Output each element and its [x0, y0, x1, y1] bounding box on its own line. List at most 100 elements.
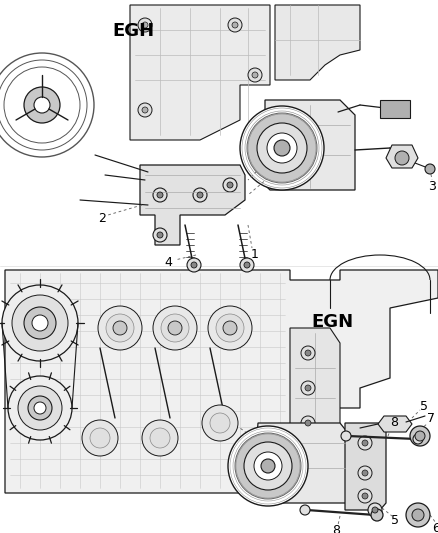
Circle shape: [305, 420, 311, 426]
Circle shape: [301, 346, 315, 360]
Polygon shape: [265, 100, 355, 190]
Circle shape: [168, 321, 182, 335]
Circle shape: [138, 103, 152, 117]
Circle shape: [227, 182, 233, 188]
Polygon shape: [290, 328, 340, 453]
Circle shape: [153, 306, 197, 350]
Circle shape: [24, 87, 60, 123]
Polygon shape: [252, 423, 348, 503]
Circle shape: [362, 493, 368, 499]
Text: 2: 2: [98, 212, 106, 224]
Circle shape: [247, 113, 317, 183]
Circle shape: [142, 107, 148, 113]
Polygon shape: [0, 268, 438, 533]
Polygon shape: [5, 2, 438, 260]
Circle shape: [415, 431, 425, 441]
Polygon shape: [345, 423, 386, 510]
Circle shape: [274, 140, 290, 156]
Text: 1: 1: [251, 247, 259, 261]
Circle shape: [305, 350, 311, 356]
Text: EGH: EGH: [113, 22, 155, 40]
Circle shape: [18, 386, 62, 430]
Circle shape: [305, 385, 311, 391]
Circle shape: [252, 72, 258, 78]
Circle shape: [157, 192, 163, 198]
Circle shape: [157, 232, 163, 238]
Circle shape: [240, 258, 254, 272]
Circle shape: [113, 321, 127, 335]
Circle shape: [368, 503, 382, 517]
Circle shape: [261, 459, 275, 473]
Circle shape: [362, 440, 368, 446]
Circle shape: [106, 314, 134, 342]
Circle shape: [412, 509, 424, 521]
Circle shape: [142, 22, 148, 28]
Circle shape: [248, 68, 262, 82]
Circle shape: [244, 262, 250, 268]
Text: 8: 8: [332, 523, 340, 533]
Polygon shape: [140, 165, 245, 245]
Circle shape: [341, 431, 351, 441]
Circle shape: [161, 314, 189, 342]
Circle shape: [425, 164, 435, 174]
Circle shape: [8, 376, 72, 440]
Circle shape: [24, 307, 56, 339]
Polygon shape: [130, 5, 270, 140]
Polygon shape: [5, 270, 438, 493]
Polygon shape: [386, 145, 418, 168]
Circle shape: [150, 428, 170, 448]
Text: 4: 4: [164, 256, 172, 270]
Circle shape: [202, 405, 238, 441]
Circle shape: [228, 18, 242, 32]
Text: EGN: EGN: [312, 313, 354, 332]
Circle shape: [301, 416, 315, 430]
Text: 5: 5: [420, 400, 428, 413]
Circle shape: [254, 452, 282, 480]
Circle shape: [28, 396, 52, 420]
Circle shape: [371, 509, 383, 521]
Circle shape: [358, 466, 372, 480]
Circle shape: [142, 420, 178, 456]
Circle shape: [34, 97, 50, 113]
Circle shape: [32, 315, 48, 331]
Circle shape: [210, 413, 230, 433]
Circle shape: [358, 489, 372, 503]
Circle shape: [410, 426, 430, 446]
Circle shape: [257, 123, 307, 173]
Circle shape: [244, 442, 292, 490]
Text: 3: 3: [428, 181, 436, 193]
Polygon shape: [275, 5, 360, 80]
Text: 8: 8: [390, 416, 398, 429]
Circle shape: [98, 306, 142, 350]
Circle shape: [12, 295, 68, 351]
Polygon shape: [380, 100, 410, 118]
Circle shape: [358, 436, 372, 450]
Circle shape: [197, 192, 203, 198]
Circle shape: [300, 505, 310, 515]
Circle shape: [240, 106, 324, 190]
Circle shape: [372, 507, 378, 513]
Circle shape: [187, 258, 201, 272]
Circle shape: [235, 433, 301, 499]
Circle shape: [301, 381, 315, 395]
Circle shape: [228, 426, 308, 506]
Text: 5: 5: [391, 513, 399, 527]
Circle shape: [362, 470, 368, 476]
Circle shape: [208, 306, 252, 350]
Circle shape: [34, 402, 46, 414]
Circle shape: [138, 18, 152, 32]
Circle shape: [413, 434, 423, 444]
Circle shape: [153, 188, 167, 202]
Circle shape: [191, 262, 197, 268]
Circle shape: [153, 228, 167, 242]
Circle shape: [232, 22, 238, 28]
Circle shape: [406, 503, 430, 527]
Text: 6: 6: [432, 521, 438, 533]
Polygon shape: [0, 0, 438, 265]
Circle shape: [193, 188, 207, 202]
Text: 7: 7: [427, 413, 435, 425]
Circle shape: [2, 285, 78, 361]
Circle shape: [223, 178, 237, 192]
Circle shape: [216, 314, 244, 342]
Circle shape: [395, 151, 409, 165]
